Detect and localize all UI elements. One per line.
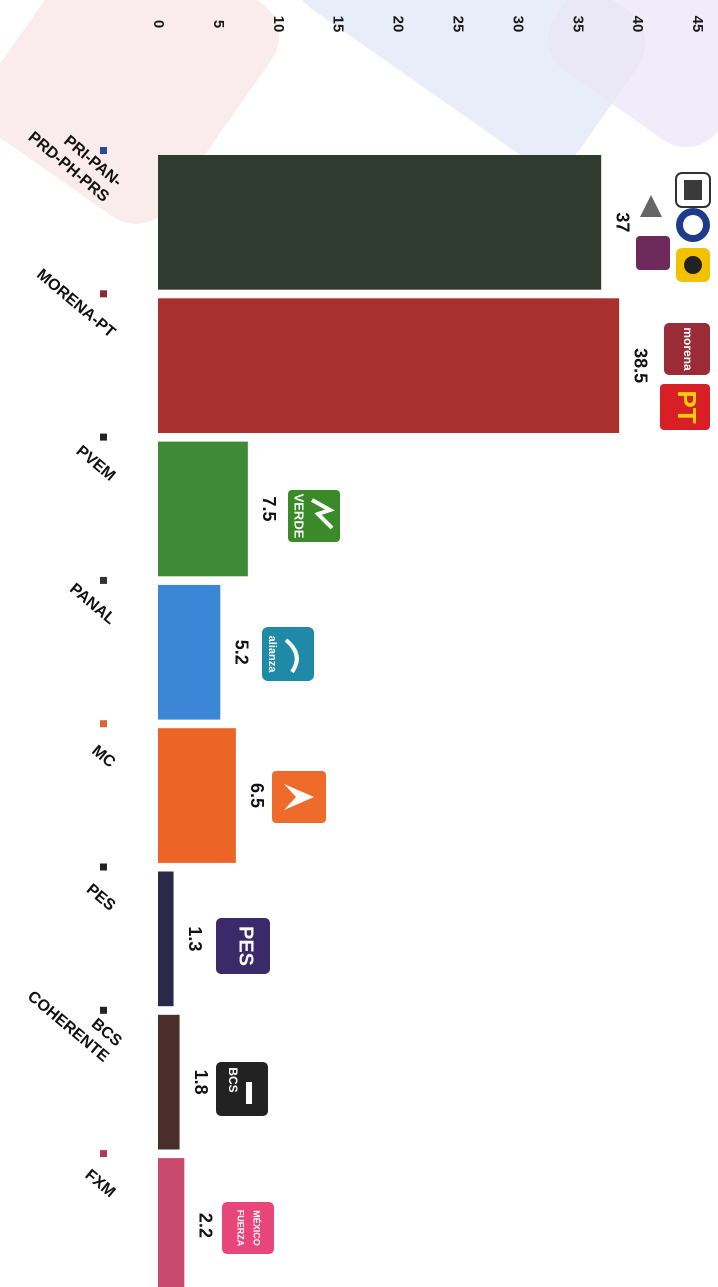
logo-coalition-pri-pan (636, 172, 711, 282)
axis-tick-label: 40 (629, 16, 646, 33)
axis-tick-label: 10 (270, 16, 287, 33)
logo-pes-text: PES (235, 926, 257, 966)
logo-fxm-text-2: MÉXICO (252, 1210, 262, 1246)
logo-verde: VERDE (288, 490, 340, 542)
logo-verde-text: VERDE (292, 494, 307, 539)
logo-bcs-coherente: BCS (216, 1062, 268, 1116)
logo-pt-text: PT (672, 390, 702, 423)
bar (158, 871, 174, 1007)
logo-fxm-text-1: FUERZA (236, 1210, 246, 1247)
logo-morena: morena (664, 323, 710, 375)
category-marker (100, 433, 107, 441)
category-label: PES (83, 881, 119, 915)
category-marker (100, 576, 107, 584)
value-label: 1.3 (185, 926, 205, 951)
axis-tick-label: 25 (449, 16, 466, 33)
bar (158, 441, 248, 577)
category-label: PANAL (66, 580, 118, 628)
value-label: 7.5 (259, 496, 279, 521)
category-markers (100, 147, 107, 1158)
logo-bcs-text: BCS (226, 1067, 240, 1092)
value-label: 2.2 (196, 1213, 216, 1238)
value-labels: 37 38.5 7.5 5.2 6.5 1.3 1.8 2.2 (185, 212, 651, 1238)
value-label: 38.5 (630, 348, 650, 383)
logo-fxm: FUERZA MÉXICO (222, 1202, 274, 1254)
category-label: FXM (82, 1166, 119, 1201)
bar (158, 584, 221, 720)
axis-tick-label: 5 (210, 20, 227, 28)
category-marker (100, 147, 107, 154)
logo-morena-text: morena (681, 327, 695, 371)
axis-tick-label: 30 (509, 16, 526, 33)
value-label: 37 (612, 212, 632, 232)
bar (158, 155, 602, 290)
logo-pt: PT (660, 384, 710, 430)
bar (158, 1158, 185, 1287)
value-label: 1.8 (191, 1070, 211, 1095)
axis-tick-label: 45 (689, 16, 706, 33)
category-marker (100, 720, 107, 728)
category-marker (100, 290, 107, 298)
logo-mc (272, 771, 326, 823)
axis-ticks: 0 5 10 15 20 25 30 35 40 45 (150, 16, 706, 33)
bars (158, 155, 620, 1287)
logo-pes: PES (216, 918, 270, 974)
category-label: MORENA-PT (33, 266, 118, 341)
category-marker (100, 1006, 107, 1014)
bar (158, 298, 620, 434)
value-label: 6.5 (247, 783, 267, 808)
category-label: BCSCOHERENTE (24, 973, 125, 1066)
category-label: MC (88, 742, 118, 771)
category-label: PVEM (73, 442, 119, 484)
category-label: PRI-PAN-PRD-PH-PRS (25, 113, 125, 206)
axis-tick-label: 0 (150, 20, 167, 28)
axis-tick-label: 35 (569, 16, 586, 33)
axis-tick-label: 20 (390, 16, 407, 33)
category-marker (100, 1150, 107, 1158)
bar (158, 1014, 180, 1150)
bar (158, 728, 236, 863)
logo-alianza: alianza (262, 627, 314, 681)
logo-alianza-text: alianza (266, 636, 278, 674)
axis-tick-label: 15 (330, 16, 347, 33)
value-label: 5.2 (232, 640, 252, 665)
category-labels: PRI-PAN-PRD-PH-PRS MORENA-PT PVEM PANAL MC PE… (24, 113, 125, 1201)
category-marker (100, 863, 107, 871)
